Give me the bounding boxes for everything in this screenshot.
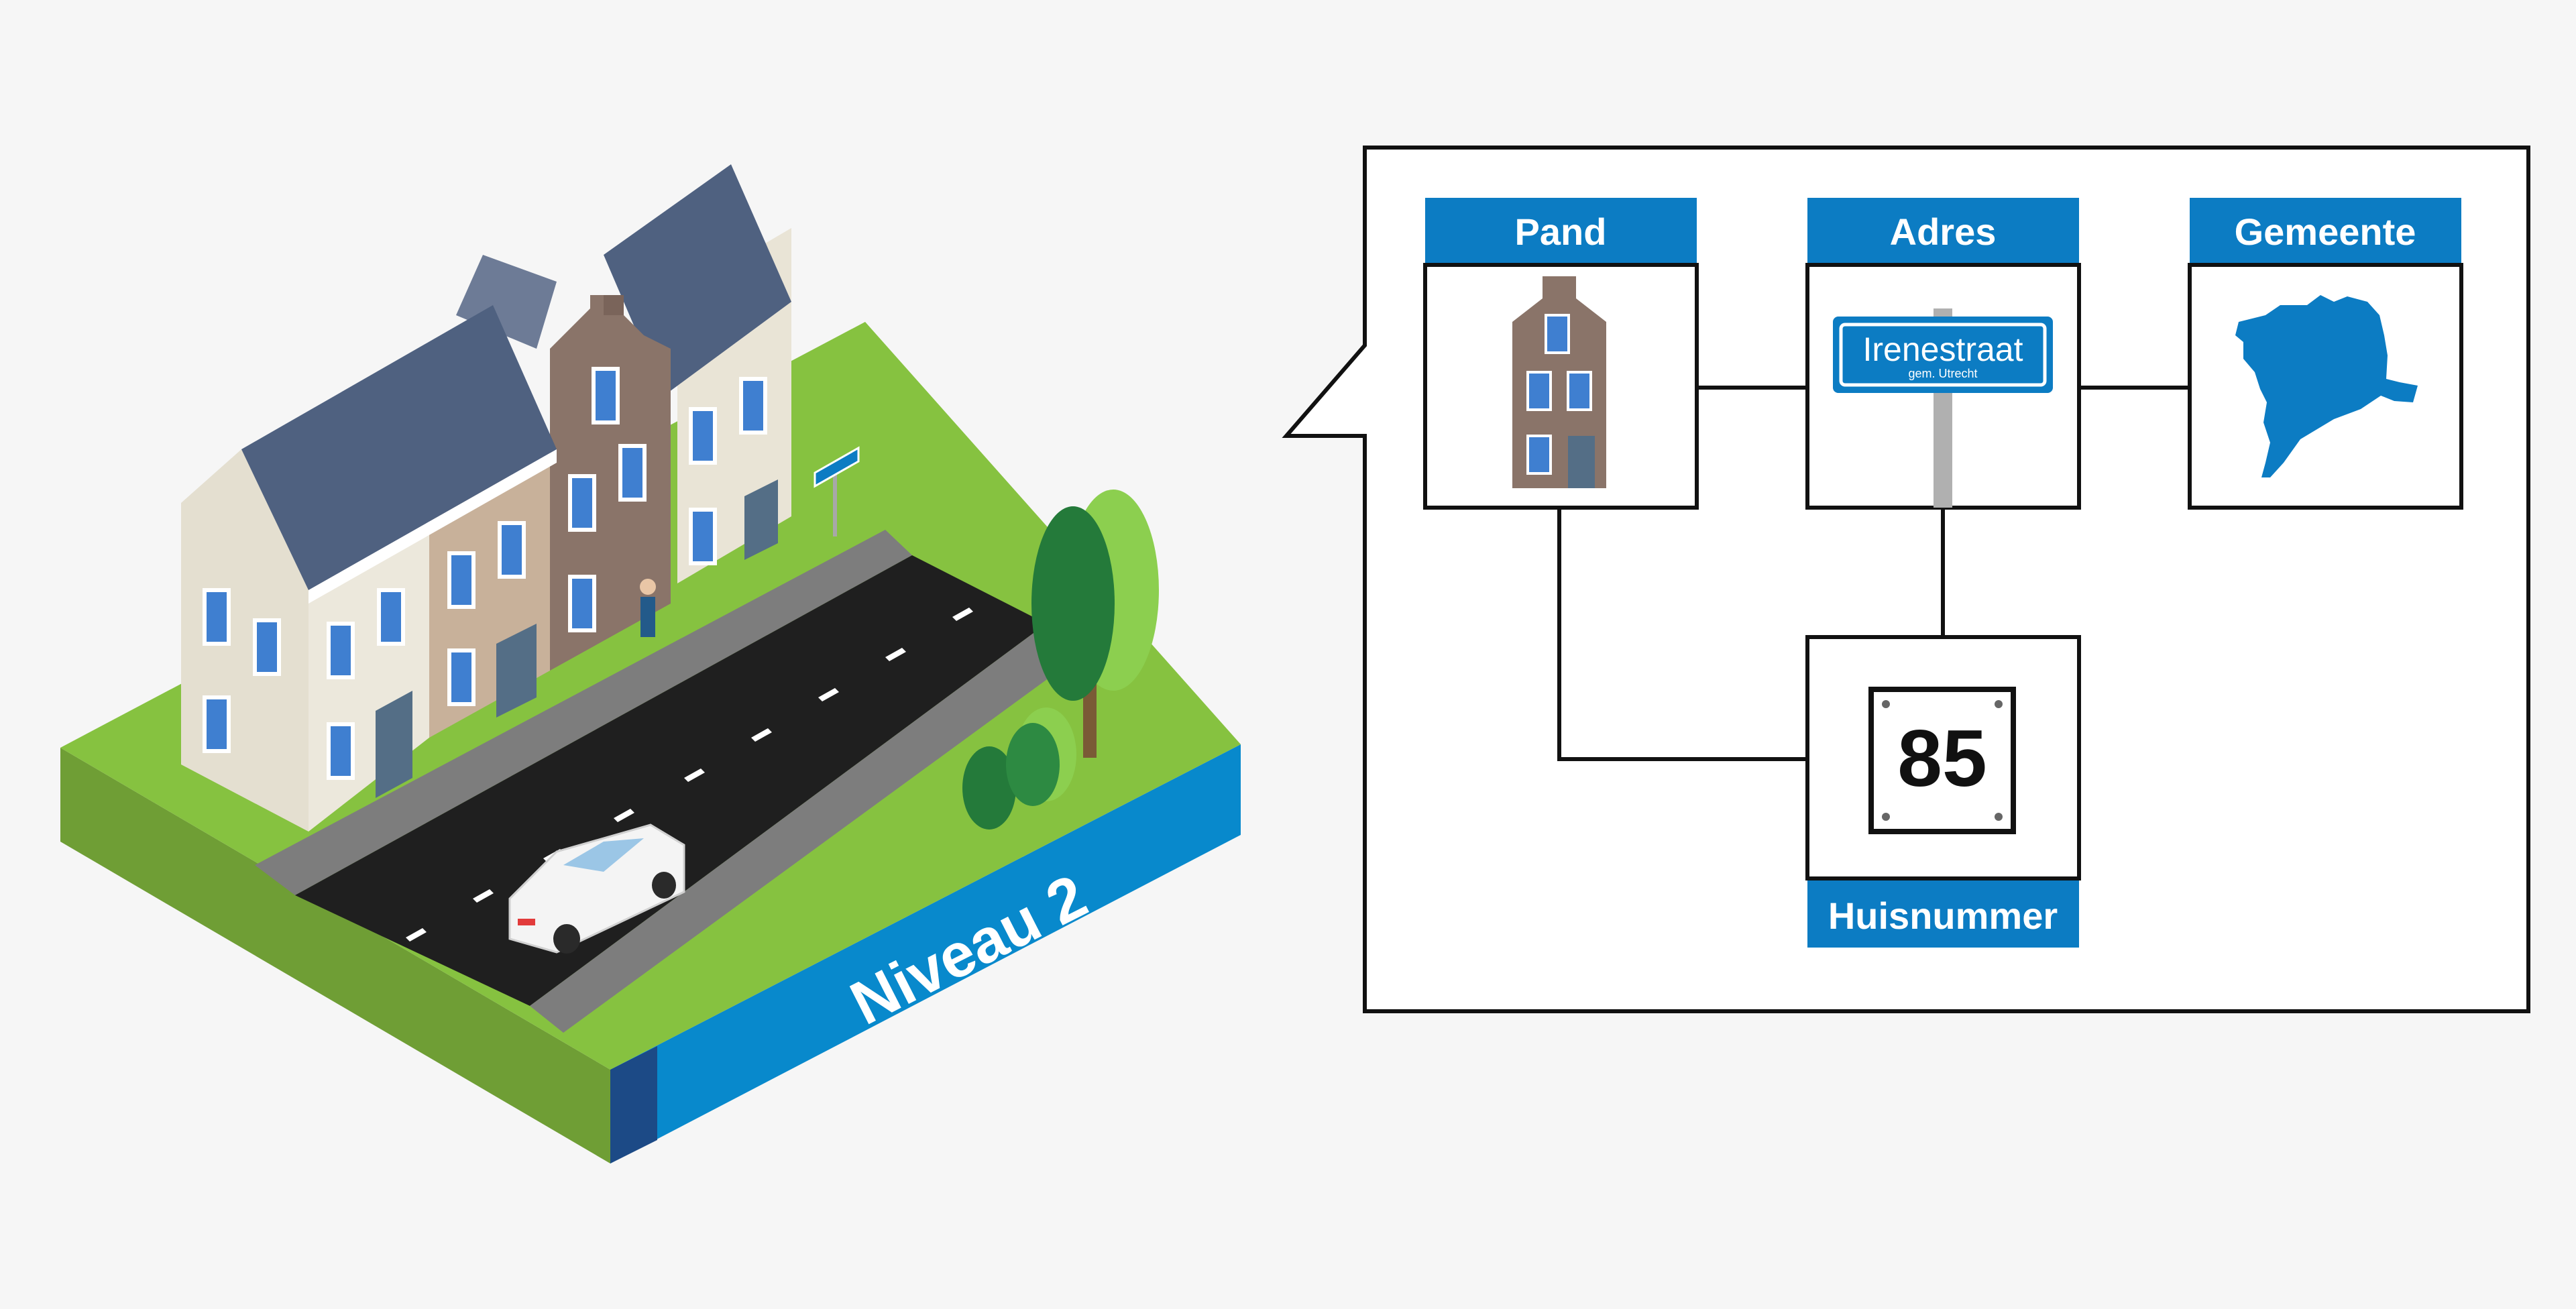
pand-label: Pand xyxy=(1515,211,1607,253)
street-name: Irenestraat xyxy=(1862,331,2023,368)
gemeente-label: Gemeente xyxy=(2235,211,2416,253)
huisnummer-footer xyxy=(1807,880,2079,948)
sidewalk-front xyxy=(530,624,1086,1033)
connector-pand-huisnummer xyxy=(1557,510,1807,761)
tree-large xyxy=(1031,490,1159,758)
street-sign-small xyxy=(814,446,860,536)
node-pand: Pand xyxy=(1423,198,1699,510)
house-number: 85 xyxy=(1897,714,1986,803)
tree-small xyxy=(962,707,1076,830)
street-municipality: gem. Utrecht xyxy=(1908,367,1977,380)
adres-header xyxy=(1807,198,2079,265)
node-huisnummer: Huisnummer 85 xyxy=(1805,635,2081,948)
house-number-plate-icon: 85 xyxy=(1868,687,2016,834)
row-houses xyxy=(181,164,791,832)
ground-left-side xyxy=(60,748,610,1163)
node-gemeente: Gemeente xyxy=(2188,198,2463,510)
connector-lines xyxy=(1557,386,2190,761)
street-sign-icon: Irenestraat gem. Utrecht xyxy=(1833,308,2053,508)
municipality-map-icon xyxy=(2235,295,2418,477)
water-front-side xyxy=(610,744,1241,1163)
person-figure xyxy=(640,579,656,637)
sidewalk-back xyxy=(255,530,912,895)
huisnummer-label: Huisnummer xyxy=(1828,895,2058,937)
building-icon xyxy=(1512,276,1606,488)
node-adres: Adres Irenestraat gem. Utrecht xyxy=(1805,198,2081,510)
water-corner xyxy=(610,1046,657,1163)
gemeente-header xyxy=(2190,198,2461,265)
car xyxy=(508,823,685,954)
adres-label: Adres xyxy=(1890,211,1997,253)
isometric-street-scene: Niveau 2 xyxy=(60,164,1241,1163)
pand-header xyxy=(1425,198,1697,265)
